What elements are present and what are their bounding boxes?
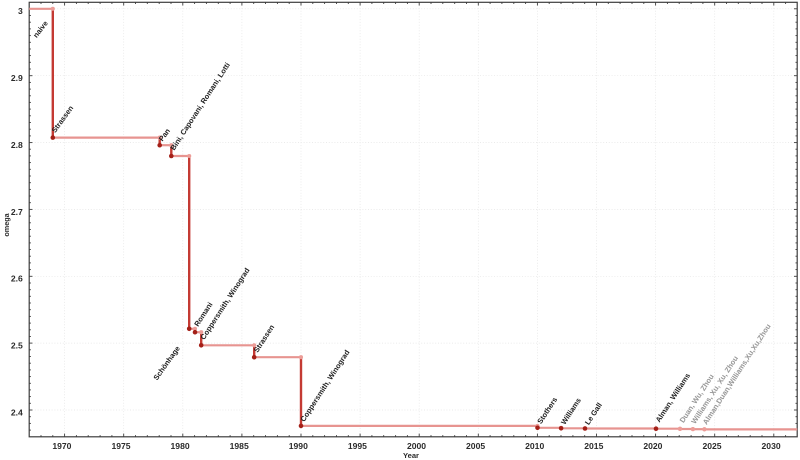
svg-text:2010: 2010	[525, 441, 544, 451]
svg-text:2.4: 2.4	[11, 407, 23, 417]
svg-text:2025: 2025	[702, 441, 721, 451]
svg-text:2015: 2015	[584, 441, 603, 451]
svg-text:1995: 1995	[348, 441, 367, 451]
svg-text:Coppersmith, Winograd: Coppersmith, Winograd	[298, 348, 351, 423]
svg-text:3: 3	[18, 6, 23, 16]
svg-text:1975: 1975	[111, 441, 130, 451]
svg-text:2.5: 2.5	[11, 341, 23, 351]
svg-text:Le Gall: Le Gall	[583, 401, 604, 427]
svg-text:naive: naive	[31, 19, 50, 39]
svg-text:Bini, Capovani, Romani, Lotti: Bini, Capovani, Romani, Lotti	[168, 61, 231, 152]
svg-text:2.7: 2.7	[11, 207, 23, 217]
svg-text:1990: 1990	[289, 441, 308, 451]
svg-text:2030: 2030	[762, 441, 781, 451]
svg-text:omega: omega	[2, 212, 11, 236]
svg-text:Year: Year	[403, 451, 419, 460]
svg-text:2.9: 2.9	[11, 73, 23, 83]
svg-text:2000: 2000	[407, 441, 426, 451]
svg-text:1980: 1980	[171, 441, 190, 451]
svg-text:Williams: Williams	[559, 396, 583, 426]
svg-text:2.8: 2.8	[11, 140, 23, 150]
svg-text:1970: 1970	[52, 441, 71, 451]
svg-text:Schönhage: Schönhage	[152, 344, 182, 382]
svg-text:2020: 2020	[643, 441, 662, 451]
svg-text:1985: 1985	[230, 441, 249, 451]
svg-text:Stothers: Stothers	[535, 395, 559, 425]
svg-text:Pan: Pan	[157, 126, 172, 143]
svg-text:2.6: 2.6	[11, 274, 23, 284]
svg-text:Strassen: Strassen	[252, 323, 277, 354]
svg-text:Alman,Duan,Williams,Xu,Xu,Zhou: Alman,Duan,Williams,Xu,Xu,Zhou	[701, 322, 773, 426]
svg-text:2005: 2005	[466, 441, 485, 451]
